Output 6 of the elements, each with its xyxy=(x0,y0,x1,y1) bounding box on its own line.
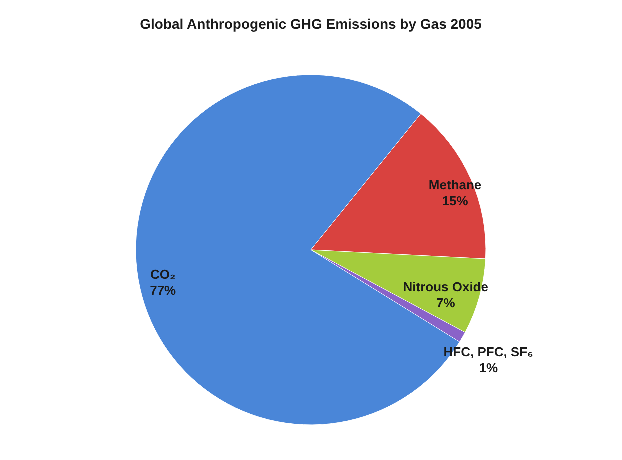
data-label: 15% xyxy=(442,194,469,209)
slice-label: CO₂ xyxy=(150,267,176,282)
chart-title: Global Anthropogenic GHG Emissions by Gas 2005 xyxy=(140,16,482,32)
data-label: 1% xyxy=(479,360,498,376)
data-label: 77% xyxy=(150,283,177,298)
data-label: 7% xyxy=(436,296,456,311)
